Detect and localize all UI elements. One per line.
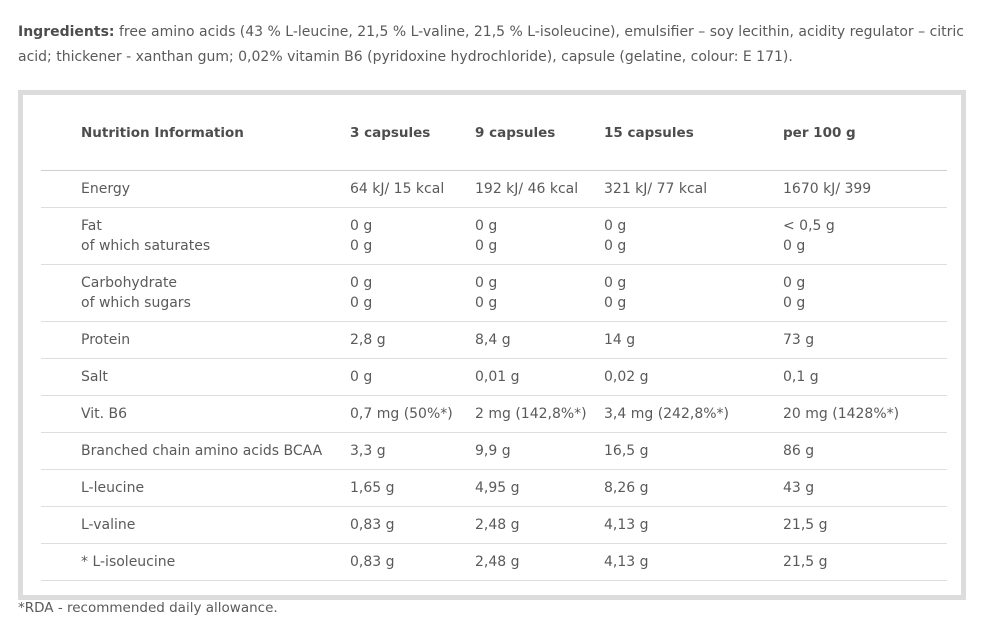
table-row: Branched chain amino acids BCAA 3,3 g 9,9 … bbox=[41, 433, 947, 470]
cell-15-capsules: 0 g bbox=[604, 275, 627, 291]
cell-3-capsules: 0,7 mg (50%*) bbox=[350, 406, 453, 422]
cell-per-100g: 73 g bbox=[783, 332, 815, 348]
cell-3-capsules: 0 g bbox=[350, 218, 373, 234]
ingredients-label: Ingredients: bbox=[18, 24, 115, 40]
cell-9-capsules: 2,48 g bbox=[475, 517, 520, 533]
cell-3-capsules: 0 g bbox=[350, 275, 373, 291]
cell-15-capsules: 3,4 mg (242,8%*) bbox=[604, 406, 729, 422]
cell-per-100g: < 0,5 g bbox=[783, 218, 835, 234]
cell-per-100g: 0 g bbox=[783, 238, 806, 254]
cell-3-capsules: 0,83 g bbox=[350, 554, 395, 570]
header-3-capsules: 3 capsules bbox=[350, 125, 431, 141]
row-label: Vit. B6 bbox=[81, 406, 128, 422]
cell-15-capsules: 4,13 g bbox=[604, 517, 649, 533]
cell-15-capsules: 4,13 g bbox=[604, 554, 649, 570]
table-row: Energy 64 kJ/ 15 kcal 192 kJ/ 46 kcal 321 k… bbox=[41, 171, 947, 208]
table-row: L-valine 0,83 g 2,48 g 4,13 g 21,5 g bbox=[41, 507, 947, 544]
cell-per-100g: 0,1 g bbox=[783, 369, 819, 385]
cell-per-100g: 0 g bbox=[783, 295, 806, 311]
cell-9-capsules: 0 g bbox=[475, 275, 498, 291]
cell-15-capsules: 16,5 g bbox=[604, 443, 649, 459]
cell-per-100g: 86 g bbox=[783, 443, 815, 459]
cell-9-capsules: 0 g bbox=[475, 238, 498, 254]
cell-per-100g: 20 mg (1428%*) bbox=[783, 406, 900, 422]
cell-3-capsules: 3,3 g bbox=[350, 443, 386, 459]
table-row: L-leucine 1,65 g 4,95 g 8,26 g 43 g bbox=[41, 470, 947, 507]
cell-15-capsules: 0 g bbox=[604, 218, 627, 234]
table-row: Carbohydrate of which sugars 0 g 0 g 0 g 0 g 0… bbox=[41, 265, 947, 322]
header-15-capsules: 15 capsules bbox=[604, 125, 694, 141]
cell-3-capsules: 0 g bbox=[350, 295, 373, 311]
cell-9-capsules: 2 mg (142,8%*) bbox=[475, 406, 587, 422]
row-label: of which saturates bbox=[81, 238, 211, 254]
row-label: of which sugars bbox=[81, 295, 191, 311]
table-row: Vit. B6 0,7 mg (50%*) 2 mg (142,8%*) 3,4 mg… bbox=[41, 396, 947, 433]
cell-15-capsules: 8,26 g bbox=[604, 480, 649, 496]
cell-3-capsules: 2,8 g bbox=[350, 332, 386, 348]
cell-9-capsules: 192 kJ/ 46 kcal bbox=[475, 181, 579, 197]
cell-9-capsules: 0 g bbox=[475, 218, 498, 234]
cell-15-capsules: 0 g bbox=[604, 295, 627, 311]
row-label: * L-isoleucine bbox=[81, 554, 176, 570]
ingredients-text: free amino acids (43 % L-leucine, 21,5 %… bbox=[18, 24, 965, 65]
row-label: Protein bbox=[81, 332, 131, 348]
cell-15-capsules: 0 g bbox=[604, 238, 627, 254]
cell-15-capsules: 14 g bbox=[604, 332, 636, 348]
cell-3-capsules: 0,83 g bbox=[350, 517, 395, 533]
row-label: Salt bbox=[81, 369, 108, 385]
cell-per-100g: 21,5 g bbox=[783, 554, 828, 570]
cell-9-capsules: 8,4 g bbox=[475, 332, 511, 348]
cell-15-capsules: 321 kJ/ 77 kcal bbox=[604, 181, 708, 197]
cell-per-100g: 43 g bbox=[783, 480, 815, 496]
row-label: Carbohydrate bbox=[81, 275, 178, 291]
cell-3-capsules: 0 g bbox=[350, 238, 373, 254]
cell-3-capsules: 64 kJ/ 15 kcal bbox=[350, 181, 445, 197]
cell-9-capsules: 0,01 g bbox=[475, 369, 520, 385]
cell-9-capsules: 4,95 g bbox=[475, 480, 520, 496]
table-row: Fat of which saturates 0 g 0 g 0 g 0 g 0 g 0 g <… bbox=[41, 208, 947, 265]
table-header-row: Nutrition Information 3 capsules 9 capsu… bbox=[41, 95, 947, 171]
table-row: Protein 2,8 g 8,4 g 14 g 73 g bbox=[41, 322, 947, 359]
cell-9-capsules: 2,48 g bbox=[475, 554, 520, 570]
rda-footnote: *RDA - recommended daily allowance. bbox=[18, 600, 278, 616]
row-label: Energy bbox=[81, 181, 131, 197]
header-per-100g: per 100 g bbox=[783, 125, 856, 141]
cell-per-100g: 0 g bbox=[783, 275, 806, 291]
header-9-capsules: 9 capsules bbox=[475, 125, 556, 141]
cell-15-capsules: 0,02 g bbox=[604, 369, 649, 385]
row-label: Fat bbox=[81, 218, 102, 234]
row-label: L-valine bbox=[81, 517, 136, 533]
cell-per-100g: 21,5 g bbox=[783, 517, 828, 533]
cell-9-capsules: 9,9 g bbox=[475, 443, 511, 459]
cell-9-capsules: 0 g bbox=[475, 295, 498, 311]
cell-per-100g: 1670 kJ/ 399 bbox=[783, 181, 872, 197]
nutrition-table: Nutrition Information 3 capsules 9 capsu… bbox=[18, 90, 966, 600]
cell-3-capsules: 0 g bbox=[350, 369, 373, 385]
row-label: Branched chain amino acids BCAA bbox=[81, 443, 323, 459]
table-row: * L-isoleucine 0,83 g 2,48 g 4,13 g 21,5 g bbox=[41, 544, 947, 581]
header-nutrition-information: Nutrition Information bbox=[81, 125, 244, 141]
ingredients-paragraph: Ingredients: free amino acids (43 % L-le… bbox=[18, 20, 968, 70]
row-label: L-leucine bbox=[81, 480, 145, 496]
cell-3-capsules: 1,65 g bbox=[350, 480, 395, 496]
table-row: Salt 0 g 0,01 g 0,02 g 0,1 g bbox=[41, 359, 947, 396]
